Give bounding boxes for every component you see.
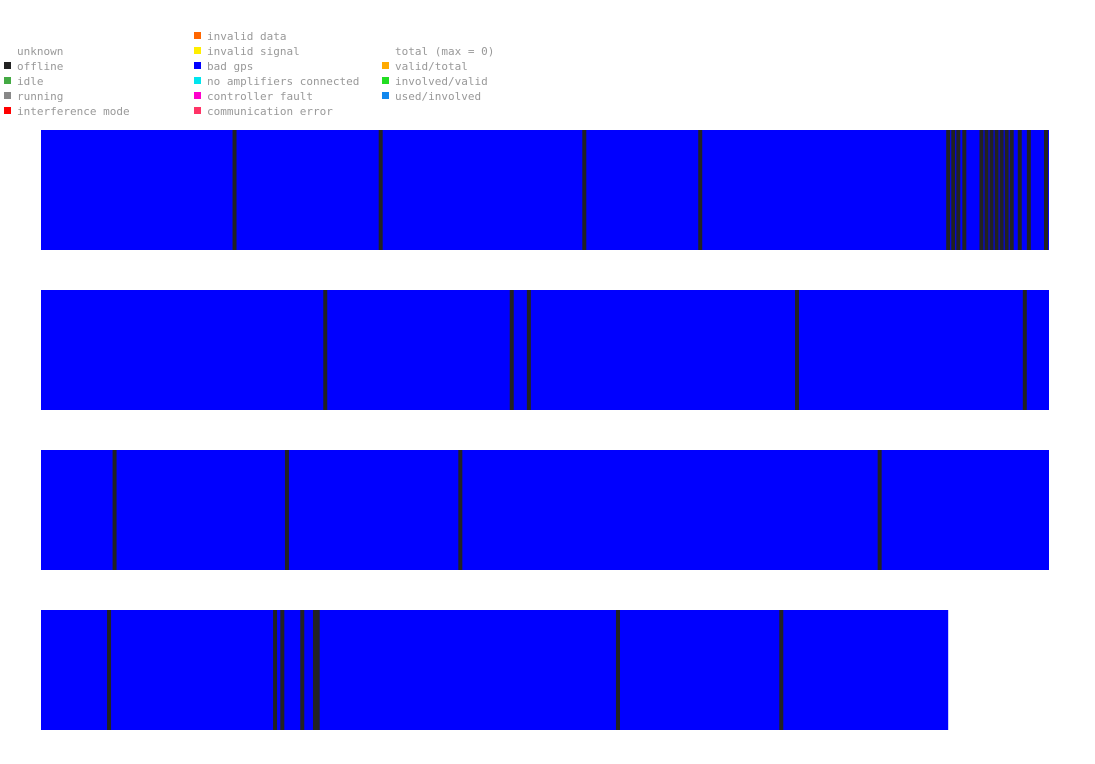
bad-gps-segment (41, 610, 949, 730)
offline-marker (284, 450, 289, 570)
offline-marker (946, 130, 951, 250)
offline-marker (779, 610, 784, 730)
offline-marker (378, 130, 383, 250)
offline-marker (1043, 130, 1048, 250)
legend-label: valid/total (395, 60, 468, 73)
offline-marker (300, 610, 305, 730)
timeline-row (41, 450, 1049, 570)
offline-marker (999, 130, 1004, 250)
legend-label: invalid data (207, 30, 287, 43)
timeline-row (41, 290, 1049, 410)
legend-label: involved/valid (395, 75, 488, 88)
bad-gps-segment (41, 450, 1049, 570)
offline-marker (795, 290, 799, 410)
offline-marker (1026, 130, 1031, 250)
legend-label: unknown (17, 45, 64, 58)
legend-swatch-icon (382, 92, 389, 99)
offline-marker (280, 610, 285, 730)
legend-swatch-icon (194, 92, 201, 99)
offline-marker (312, 610, 317, 730)
legend-swatch-icon (4, 107, 11, 114)
bad-gps-segment (41, 290, 1049, 410)
offline-marker (582, 130, 587, 250)
offline-marker (962, 130, 967, 250)
offline-marker (1022, 290, 1027, 410)
bad-gps-segment (41, 130, 1049, 250)
offline-marker (1004, 130, 1009, 250)
legend-swatch-icon (194, 107, 201, 114)
legend-label: controller fault (207, 90, 313, 103)
offline-marker (232, 130, 237, 250)
offline-marker (951, 130, 956, 250)
offline-marker (458, 450, 463, 570)
offline-marker (979, 130, 984, 250)
offline-marker (615, 610, 620, 730)
legend-label: no amplifiers connected (207, 75, 360, 88)
legend-label: interference mode (17, 105, 130, 118)
offline-marker (273, 610, 278, 730)
legend-label: bad gps (207, 60, 254, 73)
timeline-row (41, 130, 1049, 250)
legend-label: offline (17, 60, 64, 73)
offline-marker (315, 610, 320, 730)
timeline-row (41, 610, 949, 730)
legend-swatch-icon (4, 92, 11, 99)
offline-marker (698, 130, 703, 250)
legend-swatch-icon (194, 62, 201, 69)
legend-swatch-icon (4, 62, 11, 69)
offline-marker (112, 450, 117, 570)
legend-label: running (17, 90, 64, 103)
offline-marker (107, 610, 112, 730)
legend-swatch-icon (194, 32, 201, 39)
legend-swatch-icon (4, 77, 11, 84)
legend-swatch-icon (194, 47, 201, 54)
offline-marker (509, 290, 514, 410)
offline-marker (1017, 130, 1022, 250)
offline-marker (956, 130, 961, 250)
offline-marker (989, 130, 994, 250)
offline-marker (323, 290, 328, 410)
legend-swatch-icon (382, 77, 389, 84)
offline-marker (877, 450, 882, 570)
offline-marker (1009, 130, 1014, 250)
legend-swatch-icon (382, 62, 389, 69)
legend-label: idle (17, 75, 44, 88)
legend: unknown offline idle running interference mo… (0, 0, 1095, 130)
legend-swatch-icon (194, 77, 201, 84)
legend-label: invalid signal (207, 45, 300, 58)
legend-label: total (max = 0) (395, 45, 495, 58)
legend-label: communication error (207, 105, 333, 118)
legend-label: used/involved (395, 90, 482, 103)
offline-marker (526, 290, 531, 410)
offline-marker (984, 130, 989, 250)
offline-marker (994, 130, 999, 250)
